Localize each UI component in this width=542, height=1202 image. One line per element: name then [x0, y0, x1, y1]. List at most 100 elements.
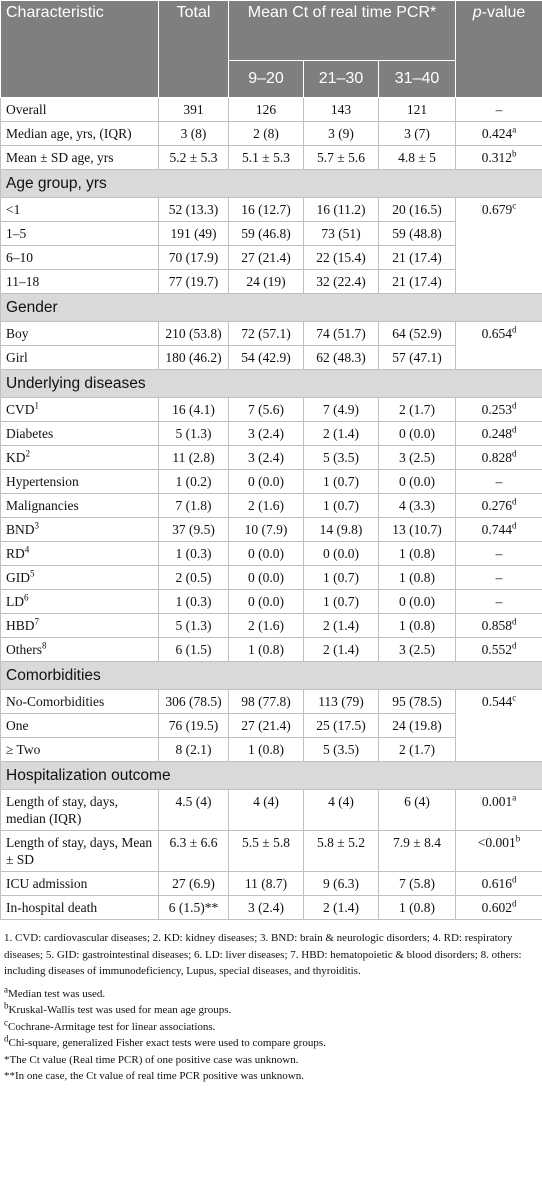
row-label: 1–5 [0, 221, 159, 246]
cell: 4 (4) [228, 789, 304, 831]
cell: 0.679c [455, 197, 542, 294]
cell: 16 (4.1) [158, 397, 229, 422]
cell: 0.312b [455, 145, 542, 170]
table-row: GID5 2 (0.5) 0 (0.0) 1 (0.7) 1 (0.8) – [0, 565, 542, 590]
cell: 0 (0.0) [377, 589, 457, 614]
cell: 64 (52.9) [377, 321, 457, 346]
header-cell: Mean Ct of real time PCR* [227, 0, 457, 61]
cell: 4 (4) [303, 789, 379, 831]
cell: 2 (1.4) [303, 421, 379, 446]
cell: 5 (3.5) [303, 445, 379, 470]
table-row: Comorbidities [0, 661, 542, 690]
cell: 0.654d [455, 321, 542, 370]
table-row: 11–18 77 (19.7) 24 (19) 32 (22.4) 21 (17.4) [0, 269, 542, 294]
cell-text: 0.679 [481, 202, 513, 217]
cell: 5 (1.3) [158, 613, 229, 638]
cell: 95 (78.5) [377, 689, 457, 714]
cell: 3 (7) [377, 121, 457, 146]
cell: 4.5 (4) [158, 789, 229, 831]
footnote-text: Chi-square, generalized Fisher exact tes… [8, 1037, 326, 1049]
cell-text: GID [6, 570, 30, 585]
footnote: cCochrane-Armitage test for linear assoc… [4, 1017, 538, 1036]
superscript: d [511, 898, 517, 909]
superscript: a [512, 792, 517, 803]
row-label: LD6 [0, 589, 159, 614]
superscript: d [511, 324, 517, 335]
superscript: 8 [42, 640, 47, 651]
table-row: BND3 37 (9.5) 10 (7.9) 14 (9.8) 13 (10.7) 0.7… [0, 517, 542, 542]
superscript: d [511, 640, 517, 651]
superscript: d [511, 496, 517, 507]
row-label: BND3 [0, 517, 159, 542]
cell: 0 (0.0) [303, 541, 379, 566]
footnotes: 1. CVD: cardiovascular diseases; 2. KD: … [0, 920, 542, 1085]
cell: 3 (2.5) [377, 637, 457, 662]
cell: 0 (0.0) [377, 469, 457, 494]
cell: 1 (0.2) [158, 469, 229, 494]
cell: 25 (17.5) [303, 713, 379, 738]
cell: 74 (51.7) [303, 321, 379, 346]
cell: 1 (0.8) [377, 541, 457, 566]
header-cell: Total [158, 0, 229, 98]
footnote: 1. CVD: cardiovascular diseases; 2. KD: … [4, 932, 522, 977]
cell: 3 (2.4) [228, 895, 304, 920]
row-label: RD4 [0, 541, 159, 566]
superscript: 5 [30, 568, 35, 579]
cell: 0.552d [455, 637, 542, 662]
superscript: 4 [24, 544, 30, 555]
cell: 3 (2.5) [377, 445, 457, 470]
cell: 8 (2.1) [158, 737, 229, 762]
superscript: b [515, 833, 521, 844]
cell: 1 (0.8) [377, 895, 457, 920]
footnote: bKruskal-Wallis test was used for mean a… [4, 1000, 538, 1019]
cell: 5 (1.3) [158, 421, 229, 446]
footnote-text: **In one case, the Ct value of real time… [4, 1070, 304, 1082]
superscript: b [511, 148, 517, 159]
row-label: In-hospital death [0, 895, 159, 920]
footnote-mark: b [4, 1000, 9, 1011]
row-label: KD2 [0, 445, 159, 470]
table-row: Diabetes 5 (1.3) 3 (2.4) 2 (1.4) 0 (0.0) 0.24… [0, 421, 542, 446]
cell: 0.253d [455, 397, 542, 422]
cell: 21 (17.4) [377, 245, 457, 270]
superscript: 2 [25, 448, 31, 459]
table-row: 1–5 191 (49) 59 (46.8) 73 (51) 59 (48.8) [0, 221, 542, 246]
footnote: **In one case, the Ct value of real time… [4, 1068, 538, 1085]
cell: 3 (2.4) [228, 445, 304, 470]
row-label: ICU admission [0, 871, 159, 896]
cell-text: RD [6, 546, 25, 561]
cell: 76 (19.5) [158, 713, 229, 738]
cell: 7 (5.6) [228, 397, 304, 422]
cell: 13 (10.7) [377, 517, 457, 542]
table-row: KD2 11 (2.8) 3 (2.4) 5 (3.5) 3 (2.5) 0.828d [0, 445, 542, 470]
cell: – [455, 541, 542, 566]
cell: 11 (2.8) [158, 445, 229, 470]
superscript: a [512, 124, 517, 135]
row-label: Overall [0, 97, 159, 122]
cell: 59 (48.8) [377, 221, 457, 246]
footnote-text: Cochrane-Armitage test for linear associ… [8, 1020, 216, 1033]
cell: 0.616d [455, 871, 542, 896]
cell: 14 (9.8) [303, 517, 379, 542]
superscript: c [512, 692, 517, 703]
cell: 6 (4) [377, 789, 457, 831]
cell: 16 (11.2) [303, 197, 379, 222]
cell: 1 (0.8) [377, 613, 457, 638]
cell: 121 [377, 97, 457, 122]
cell: 21 (17.4) [377, 269, 457, 294]
table-row: Median age, yrs, (IQR) 3 (8) 2 (8) 3 (9) 3 (… [0, 121, 542, 146]
superscript: 3 [34, 520, 40, 531]
cell-text: 0.602 [481, 900, 512, 915]
cell-text: 0.276 [481, 498, 512, 513]
cell: 6 (1.5)** [158, 895, 229, 920]
table-row: 6–10 70 (17.9) 27 (21.4) 22 (15.4) 21 (17.4) [0, 245, 542, 270]
superscript: d [511, 424, 517, 435]
table-row: Girl 180 (46.2) 54 (42.9) 62 (48.3) 57 (47.1… [0, 345, 542, 370]
cell-text: 0.828 [481, 450, 512, 465]
row-label: HBD7 [0, 613, 159, 638]
table-row: Overall 391 126 143 121– [0, 97, 542, 122]
cell: 22 (15.4) [303, 245, 379, 270]
footnote-text: *The Ct value (Real time PCR) of one pos… [4, 1053, 299, 1066]
table-row: LD6 1 (0.3) 0 (0.0) 1 (0.7) 0 (0.0) – [0, 589, 542, 614]
